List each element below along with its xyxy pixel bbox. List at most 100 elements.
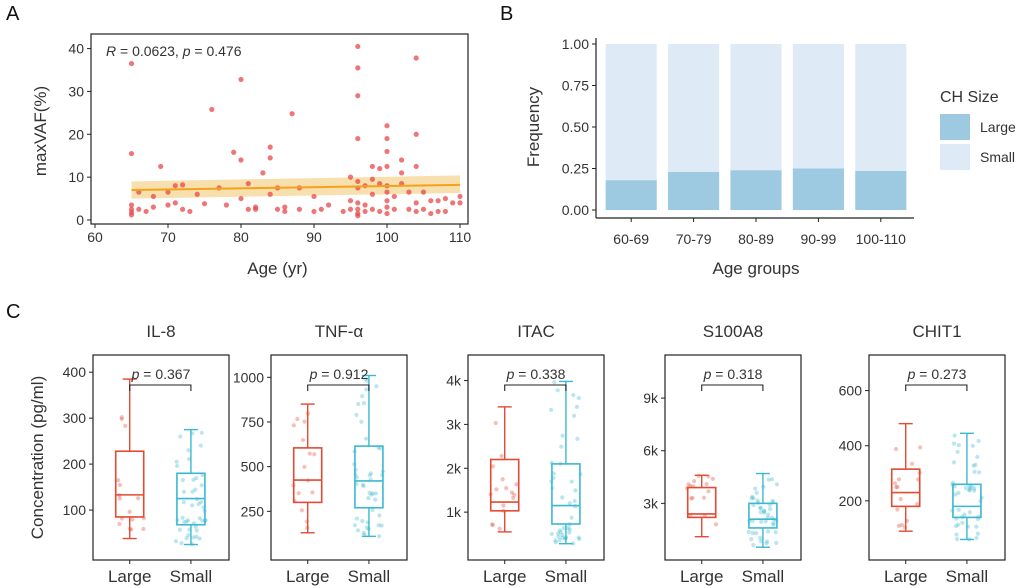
- jitter-point: [555, 388, 560, 393]
- x-tick-label: 70: [160, 229, 176, 245]
- data-point: [355, 213, 361, 219]
- jitter-point: [509, 490, 515, 495]
- data-point: [282, 208, 288, 215]
- jitter-point: [494, 487, 499, 492]
- jitter-point: [968, 486, 973, 491]
- jitter-point: [559, 444, 564, 449]
- jitter-point: [569, 515, 574, 520]
- data-point: [172, 200, 178, 206]
- data-point: [420, 189, 427, 195]
- jitter-point: [355, 528, 361, 533]
- x-tick-label: Small: [348, 567, 391, 586]
- regression-line: [131, 183, 461, 191]
- jitter-point: [915, 502, 920, 507]
- significance-bracket: [701, 384, 764, 391]
- jitter-point: [956, 443, 961, 448]
- p-value-label: p = 0.367: [131, 366, 191, 382]
- jitter-point: [767, 506, 773, 512]
- jitter-point: [771, 522, 776, 527]
- x-tick-label: 100: [375, 229, 399, 245]
- jitter-point: [953, 523, 959, 529]
- plot-frame: [270, 354, 408, 561]
- jitter-point: [367, 473, 372, 478]
- jitter-point: [291, 423, 296, 428]
- data-point: [450, 200, 456, 206]
- data-point: [158, 163, 164, 170]
- bar-segment-large: [855, 170, 907, 210]
- jitter-point: [566, 525, 571, 531]
- jitter-point: [577, 536, 582, 542]
- jitter-point: [692, 478, 697, 484]
- jitter-point: [557, 538, 562, 543]
- data-point: [267, 144, 273, 150]
- data-point: [267, 191, 273, 197]
- data-point: [457, 200, 463, 206]
- jitter-point: [895, 507, 900, 512]
- y-tick-label: 600: [839, 383, 863, 399]
- jitter-point: [194, 534, 199, 539]
- x-tick-label: Small: [545, 567, 588, 586]
- jitter-point: [200, 518, 205, 523]
- y-tick-label: 10: [68, 169, 84, 185]
- jitter-point: [710, 476, 715, 481]
- x-tick-label: Large: [483, 567, 526, 586]
- jitter-point: [560, 495, 565, 500]
- data-point: [187, 208, 193, 215]
- y-tick-label: 6k: [643, 443, 659, 459]
- legend-label-small: Small: [980, 149, 1015, 165]
- jitter-point: [366, 495, 371, 501]
- jitter-point: [569, 479, 574, 484]
- jitter-point: [774, 482, 780, 487]
- y-tick-label: 0.50: [562, 119, 589, 135]
- data-point: [413, 208, 419, 215]
- jitter-point: [749, 495, 754, 501]
- jitter-point: [753, 486, 758, 491]
- data-point: [377, 208, 383, 215]
- y-tick-label: 1000: [233, 369, 264, 385]
- jitter-point: [975, 454, 980, 460]
- jitter-point: [706, 489, 711, 494]
- jitter-point: [374, 384, 379, 389]
- jitter-point: [557, 528, 562, 533]
- plot-frame: [664, 354, 802, 561]
- y-tick-label: 40: [68, 41, 84, 57]
- jitter-point: [184, 519, 189, 524]
- y-tick-label: 20: [68, 126, 84, 142]
- data-point: [128, 212, 135, 218]
- jitter-point: [199, 430, 204, 435]
- y-tick-label: 500: [241, 459, 265, 475]
- data-point: [355, 135, 361, 142]
- y-tick-label: 0.75: [562, 78, 589, 94]
- plot-title: CHIT1: [912, 322, 961, 341]
- data-point: [238, 195, 244, 202]
- jitter-point: [368, 471, 374, 476]
- jitter-point: [956, 522, 961, 527]
- jitter-point: [758, 510, 763, 515]
- plot-frame: [92, 354, 230, 561]
- jitter-point: [766, 477, 771, 482]
- jitter-point: [909, 461, 915, 466]
- jitter-point: [177, 527, 182, 532]
- data-point: [413, 131, 419, 137]
- y-tick-label: 400: [839, 438, 863, 454]
- x-tick-label: Small: [742, 567, 785, 586]
- jitter-point: [299, 508, 304, 513]
- jitter-point: [178, 434, 183, 439]
- jitter-point: [191, 535, 196, 540]
- data-point: [377, 165, 383, 172]
- data-point: [362, 202, 368, 208]
- p-symbol: p: [182, 43, 191, 59]
- jitter-point: [379, 523, 384, 528]
- data-point: [150, 193, 156, 200]
- jitter-point: [354, 412, 359, 418]
- jitter-point: [553, 538, 558, 543]
- jitter-point: [186, 457, 192, 462]
- jitter-point: [197, 536, 202, 541]
- bar-segment-large: [792, 168, 844, 210]
- jitter-point: [182, 519, 187, 525]
- jitter-point: [136, 496, 141, 501]
- data-point: [428, 198, 434, 204]
- data-point: [428, 210, 434, 217]
- jitter-point: [976, 438, 981, 444]
- jitter-point: [576, 535, 581, 540]
